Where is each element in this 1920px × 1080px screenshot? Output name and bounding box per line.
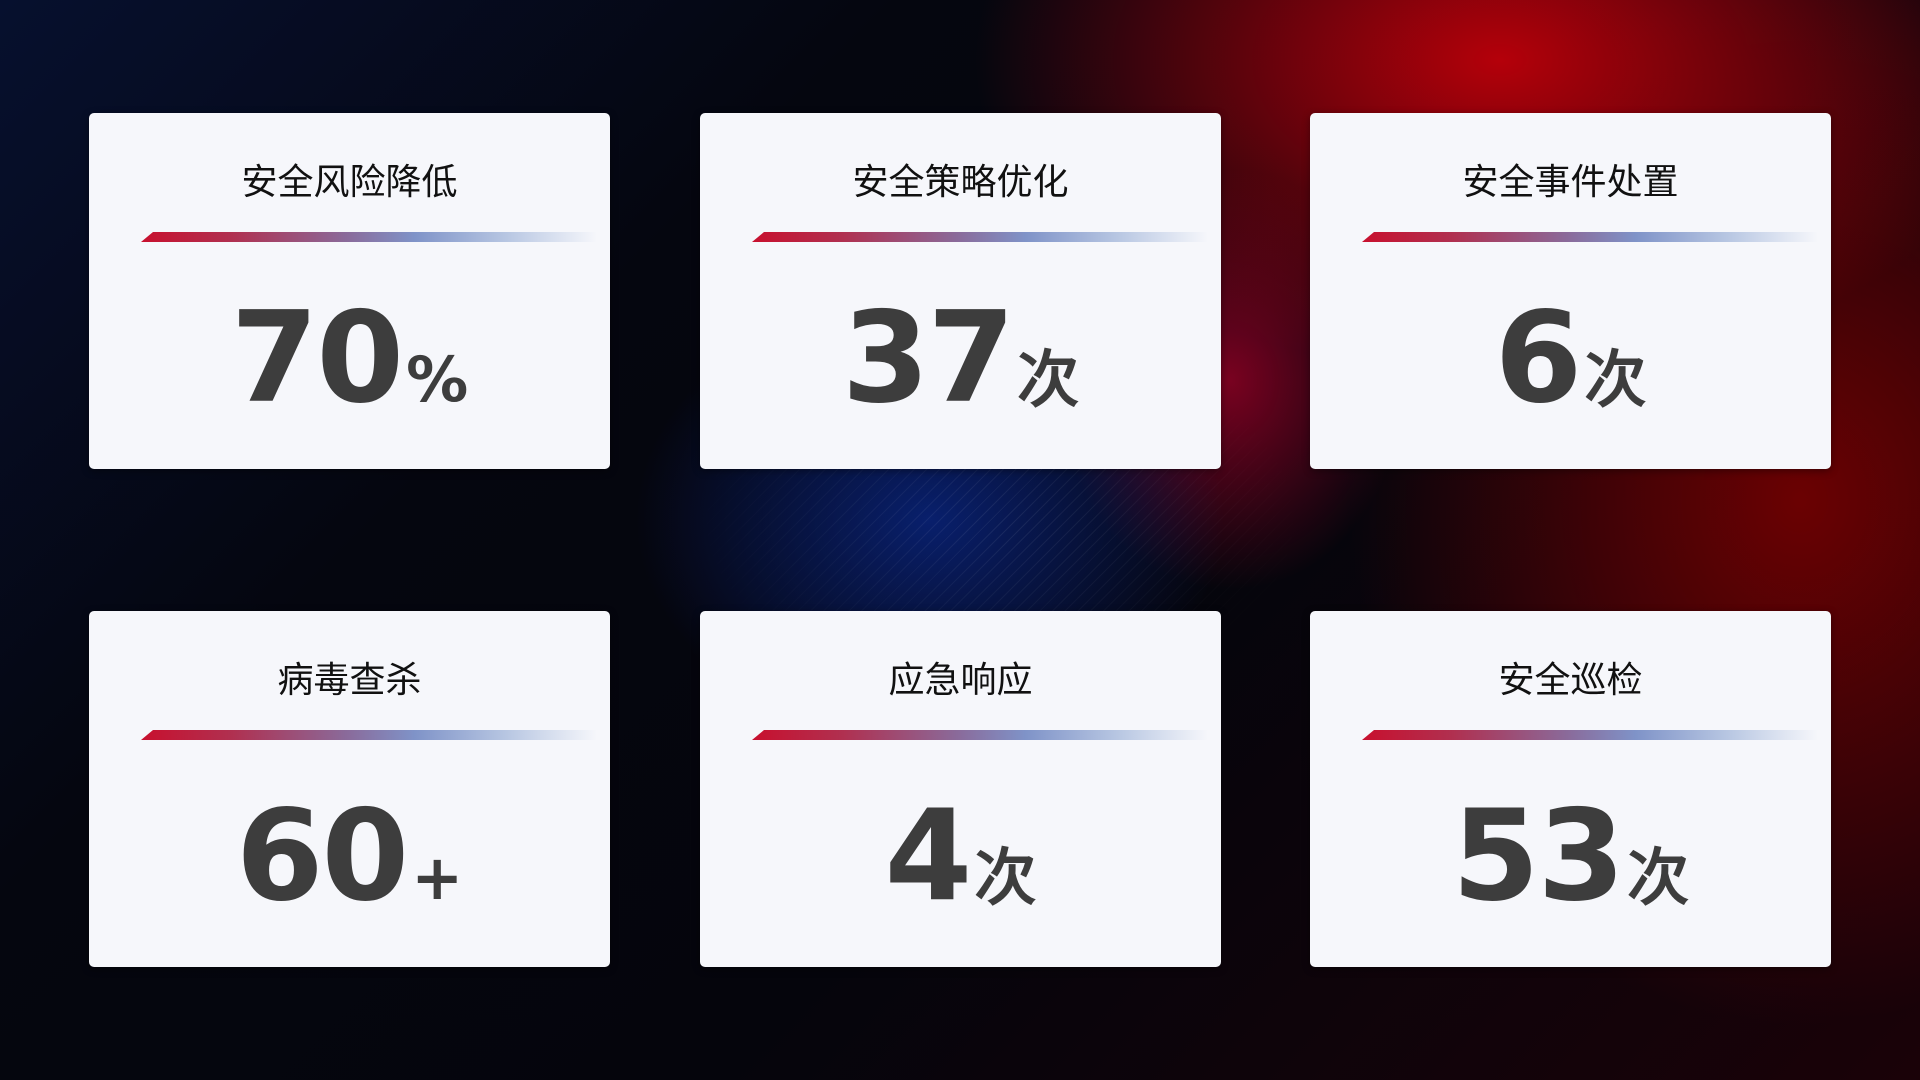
stat-card-virus-removal: 病毒查杀 60+ [89,611,610,967]
value-unit: + [411,841,464,914]
card-value: 37次 [700,283,1221,433]
gradient-divider [752,730,1208,740]
value-number: 4 [884,782,973,929]
gradient-divider [141,232,597,242]
card-value: 4次 [700,781,1221,931]
value-unit: % [406,343,469,416]
gradient-divider [752,232,1208,242]
card-title: 应急响应 [888,660,1033,701]
value-number: 60 [235,782,409,929]
card-title: 病毒查杀 [277,660,422,701]
card-value: 70% [89,283,610,433]
gradient-divider [141,730,597,740]
stat-card-incident-handling: 安全事件处置 6次 [1310,113,1831,469]
value-number: 53 [1451,782,1625,929]
card-title: 安全风险降低 [241,162,458,203]
value-unit: 次 [1627,841,1690,914]
card-title: 安全巡检 [1498,660,1643,701]
stat-card-security-inspection: 安全巡检 53次 [1310,611,1831,967]
value-number: 70 [230,284,404,431]
value-unit: 次 [974,841,1037,914]
card-title: 安全策略优化 [852,162,1069,203]
card-value: 60+ [89,781,610,931]
value-unit: 次 [1017,343,1080,416]
value-unit: 次 [1584,343,1647,416]
stat-card-risk-reduction: 安全风险降低 70% [89,113,610,469]
value-number: 37 [841,284,1015,431]
card-value: 6次 [1310,283,1831,433]
gradient-divider [1362,730,1818,740]
card-title: 安全事件处置 [1462,162,1679,203]
card-value: 53次 [1310,781,1831,931]
value-number: 6 [1494,284,1583,431]
stat-card-policy-optimization: 安全策略优化 37次 [700,113,1221,469]
gradient-divider [1362,232,1818,242]
stat-card-emergency-response: 应急响应 4次 [700,611,1221,967]
